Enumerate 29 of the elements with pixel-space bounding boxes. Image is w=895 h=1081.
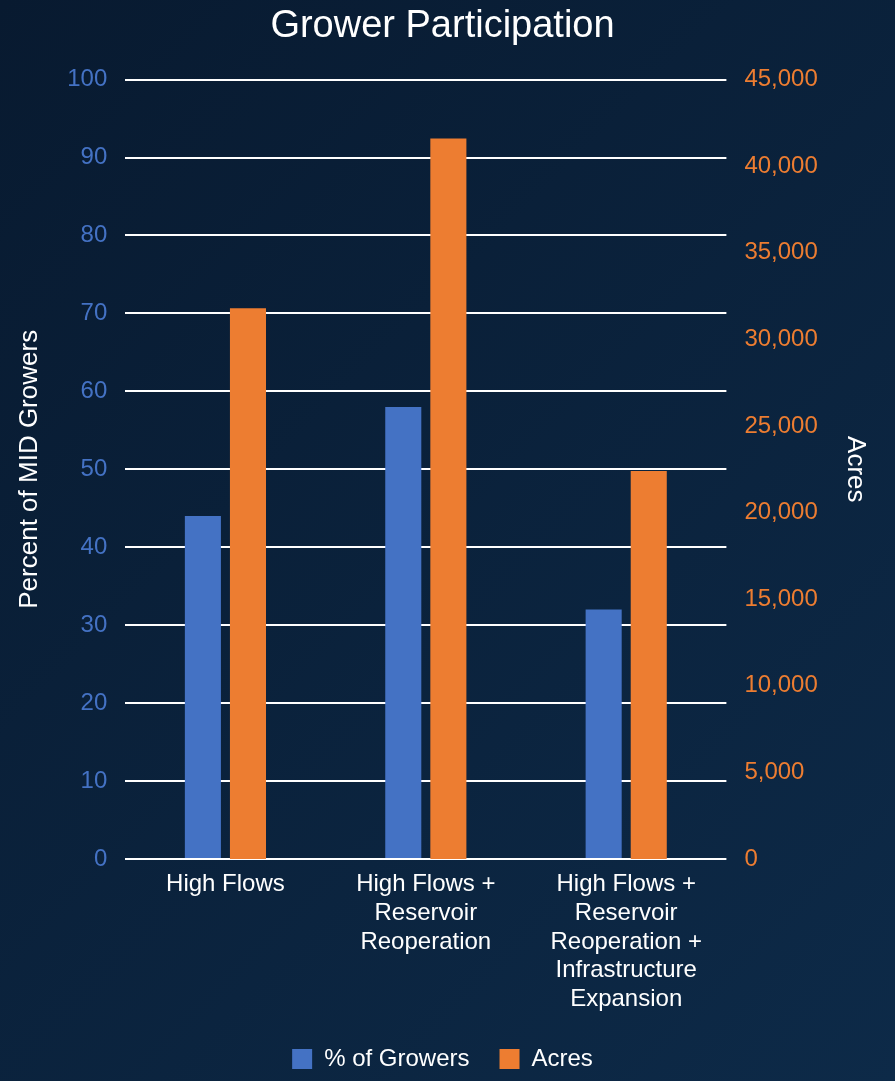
y-tick-label: 30 — [80, 609, 108, 637]
y-tick-label: 0 — [93, 843, 108, 871]
y2-tick-label: 25,000 — [744, 410, 818, 438]
y-tick-label: 50 — [80, 453, 108, 481]
y-tick-label: 100 — [67, 64, 108, 92]
y2-tick-label: 0 — [744, 843, 758, 871]
y-tick-label: 70 — [80, 298, 108, 326]
y-tick-label: 10 — [80, 765, 108, 793]
y2-tick-label: 5,000 — [744, 757, 805, 785]
y2-tick-label: 10,000 — [744, 670, 818, 698]
y-tick-label: 60 — [80, 375, 108, 403]
y2-tick-label: 45,000 — [744, 64, 818, 92]
y-tick-label: 80 — [80, 220, 108, 248]
y2-tick-label: 15,000 — [744, 583, 818, 611]
x-tick-label: High Flows — [166, 869, 285, 897]
chart-title: Grower Participation — [270, 3, 615, 46]
y-tick-label: 40 — [80, 531, 108, 559]
y2-axis-title: Acres — [842, 436, 873, 503]
y-tick-label: 90 — [80, 142, 108, 170]
y2-tick-label: 35,000 — [744, 237, 818, 265]
y2-tick-label: 40,000 — [744, 150, 818, 178]
legend-label: % of Growers — [324, 1043, 470, 1071]
y2-tick-label: 30,000 — [744, 324, 818, 352]
y2-tick-label: 20,000 — [744, 497, 818, 525]
x-tick-label: High Flows + Reservoir Reoperation — [356, 869, 496, 954]
x-tick-label: High Flows + Reservoir Reoperation + Infrastructure Expansion — [550, 869, 702, 1012]
y-tick-label: 20 — [80, 687, 108, 715]
legend-label: Acres — [531, 1043, 593, 1071]
y-axis-title: Percent of MID Growers — [12, 329, 43, 609]
